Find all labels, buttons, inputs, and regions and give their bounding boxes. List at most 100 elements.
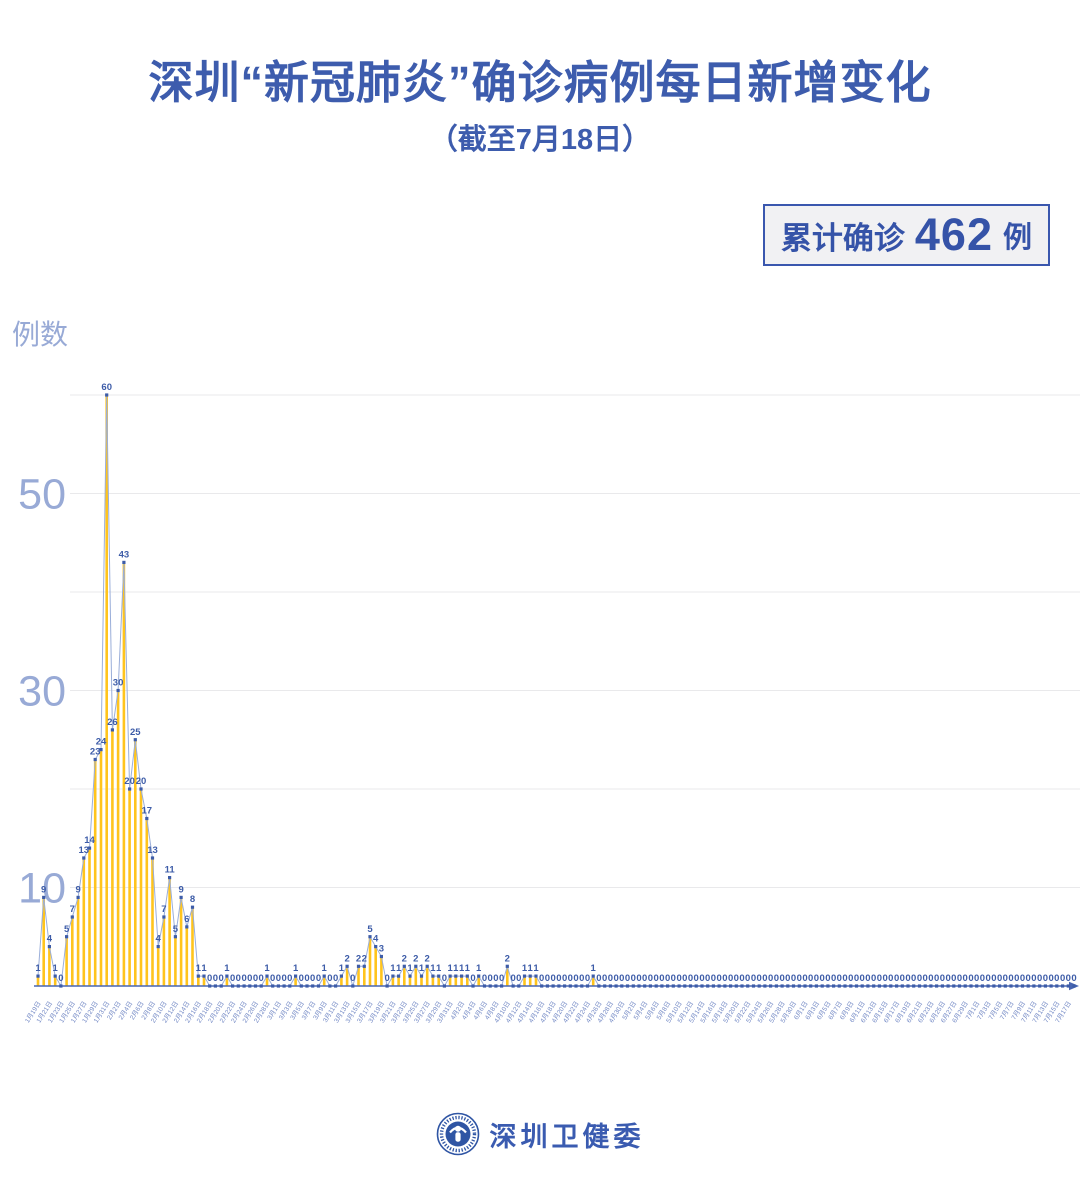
cumulative-badge-value: 462 [914, 209, 993, 260]
data-point [185, 925, 189, 929]
value-label: 0 [1060, 973, 1065, 984]
data-point [299, 984, 303, 988]
value-label: 2 [505, 953, 510, 964]
value-label: 0 [694, 973, 699, 984]
data-point [1061, 984, 1065, 988]
value-label: 0 [785, 973, 790, 984]
data-point [597, 984, 601, 988]
value-label: 1 [419, 963, 425, 974]
data-point [105, 393, 109, 397]
value-label: 26 [107, 717, 118, 728]
value-label: 1 [430, 963, 436, 974]
data-point [305, 984, 309, 988]
data-point [912, 984, 916, 988]
data-point [219, 984, 223, 988]
bar [357, 966, 360, 986]
value-label: 0 [579, 973, 584, 984]
value-label: 0 [1037, 973, 1042, 984]
value-label: 0 [213, 973, 218, 984]
data-point [666, 984, 670, 988]
value-label: 0 [699, 973, 704, 984]
value-label: 25 [130, 727, 141, 738]
value-label: 2 [413, 953, 418, 964]
bar [179, 897, 183, 986]
value-label: 0 [241, 973, 246, 984]
value-label: 2 [344, 953, 349, 964]
bar [174, 936, 177, 987]
data-point [150, 856, 155, 860]
data-point [906, 984, 910, 988]
value-label: 2 [425, 953, 430, 964]
value-label: 0 [276, 973, 281, 984]
value-label: 1 [591, 963, 597, 974]
value-label: 60 [101, 382, 112, 393]
value-label: 0 [963, 973, 968, 984]
value-label: 0 [568, 973, 573, 984]
data-point [1066, 984, 1070, 988]
data-point [145, 816, 149, 821]
value-label: 1 [465, 963, 471, 974]
bar [122, 562, 126, 986]
value-label: 0 [281, 973, 286, 984]
data-point [368, 935, 372, 939]
data-point [505, 964, 509, 968]
data-point [402, 964, 406, 968]
data-point [568, 984, 572, 988]
value-label: 1 [476, 963, 482, 974]
data-point [454, 974, 458, 978]
value-label: 0 [951, 973, 956, 984]
data-point [190, 905, 195, 909]
bar [391, 976, 395, 986]
data-point [751, 984, 756, 988]
data-point [717, 984, 721, 988]
value-label: 0 [1031, 973, 1036, 984]
data-point [42, 895, 46, 899]
value-label: 1 [293, 963, 299, 974]
bar [431, 976, 435, 986]
value-label: 3 [379, 944, 384, 955]
data-point [133, 738, 137, 742]
value-label: 0 [945, 973, 950, 984]
value-label: 7 [70, 904, 75, 915]
data-point [780, 984, 784, 988]
data-point [980, 984, 984, 988]
value-label: 0 [58, 973, 63, 984]
value-label: 24 [96, 737, 107, 748]
value-label: 0 [510, 973, 515, 984]
value-label: 0 [236, 973, 241, 984]
value-label: 0 [917, 973, 922, 984]
value-label: 0 [980, 973, 985, 984]
value-label: 2 [402, 953, 407, 964]
value-label: 0 [384, 973, 389, 984]
data-point [591, 974, 595, 978]
data-point [442, 984, 446, 988]
bar [76, 897, 80, 986]
data-point [540, 984, 544, 988]
data-point [809, 984, 813, 988]
value-label: 1 [407, 963, 413, 974]
value-label: 43 [119, 549, 130, 560]
data-point [992, 984, 996, 988]
bar [42, 897, 45, 986]
data-point [797, 984, 801, 988]
data-point [328, 984, 332, 988]
value-label: 0 [625, 973, 630, 984]
value-label: 1 [459, 963, 465, 974]
bar [93, 759, 97, 986]
data-point [156, 945, 160, 949]
data-point [76, 895, 80, 899]
value-label: 0 [894, 973, 899, 984]
value-label: 0 [734, 973, 739, 984]
data-point [110, 728, 114, 732]
data-point [139, 787, 143, 791]
data-point [620, 984, 624, 988]
value-label: 0 [333, 973, 338, 984]
data-point [179, 895, 183, 899]
value-label: 0 [619, 973, 624, 984]
data-point [854, 984, 859, 988]
data-point [511, 984, 515, 988]
data-point [316, 984, 321, 988]
data-point [53, 974, 57, 978]
bar [591, 976, 595, 986]
value-label: 4 [373, 934, 379, 945]
